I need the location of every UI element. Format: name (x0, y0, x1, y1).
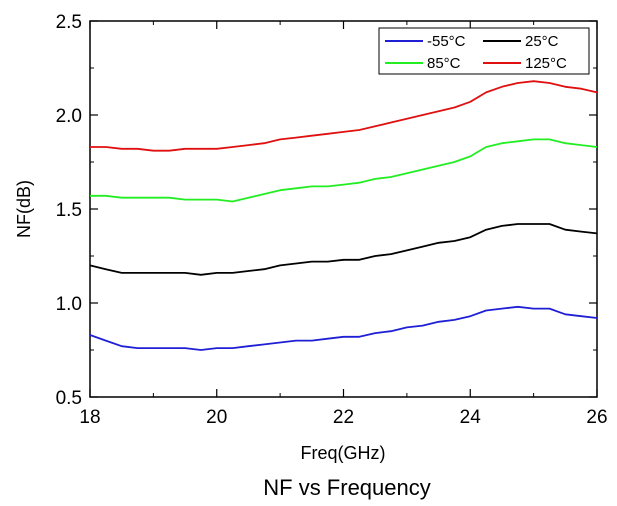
series-line-3 (90, 80, 598, 152)
y-tick-label: 2.5 (56, 12, 82, 33)
series-line-0 (89, 305, 598, 351)
series-layer (89, 80, 598, 351)
legend-label: 85°C (427, 55, 461, 72)
legend-label: -55°C (427, 33, 466, 50)
y-tick-label: 1.5 (56, 200, 82, 221)
y-axis-title: NF(dB) (14, 180, 34, 238)
plot-area (89, 20, 598, 398)
x-tick-label: 24 (460, 407, 482, 428)
plot-frame (89, 20, 598, 398)
series-line-1 (89, 223, 598, 276)
x-tick-label: 22 (333, 407, 354, 428)
chart-caption: NF vs Frequency (263, 475, 431, 500)
legend-box (378, 27, 590, 75)
y-tick-label: 2.0 (56, 106, 82, 127)
legend-label: 25°C (525, 33, 559, 50)
legend: -55°C 25°C 85°C 125°C (378, 27, 590, 75)
y-tick-label: 1.0 (56, 294, 82, 315)
x-axis: 18 20 22 24 26 (79, 21, 608, 428)
x-axis-title: Freq(GHz) (301, 443, 386, 463)
legend-label: 125°C (525, 55, 567, 72)
y-tick-label: 0.5 (56, 388, 82, 409)
x-tick-label: 18 (79, 407, 100, 428)
x-tick-label: 26 (586, 407, 607, 428)
y-axis: 0.5 1.0 1.5 2.0 2.5 (56, 12, 597, 409)
x-tick-label: 20 (206, 407, 227, 428)
series-line-2 (90, 138, 598, 203)
